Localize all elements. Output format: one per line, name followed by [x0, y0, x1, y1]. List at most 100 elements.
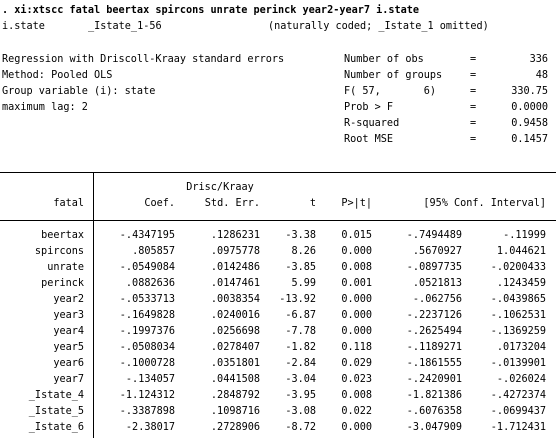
- header-drisc-kraay: Drisc/Kraay: [186, 182, 254, 193]
- stat-value: 48: [535, 70, 548, 81]
- table-header-rule: [0, 220, 556, 221]
- cell-t: -3.95: [285, 390, 316, 401]
- stat-value: 0.0000: [511, 102, 548, 113]
- cell-std-err: .0142486: [210, 262, 260, 273]
- istate-note: (naturally coded; _Istate_1 omitted): [268, 21, 489, 32]
- cell-t: 5.99: [291, 278, 316, 289]
- table-top-rule: [0, 172, 556, 173]
- cell-t: -7.78: [285, 326, 316, 337]
- cell-variable: year4: [53, 326, 84, 337]
- cell-variable: spircons: [34, 246, 84, 257]
- cell-ci-low: -.062756: [412, 294, 462, 305]
- stat-label: R-squared: [344, 118, 400, 129]
- cell-p: 0.000: [341, 326, 372, 337]
- cell-ci-low: -.7494489: [406, 230, 462, 241]
- cell-ci-high: -.1369259: [490, 326, 546, 337]
- stat-eq: =: [470, 54, 477, 65]
- cell-std-err: .1286231: [210, 230, 260, 241]
- cell-ci-low: -.2237126: [406, 310, 462, 321]
- cell-variable: year7: [53, 374, 84, 385]
- cell-ci-high: -.026024: [496, 374, 546, 385]
- cell-ci-low: -.6076358: [406, 406, 462, 417]
- cell-p: 0.000: [341, 294, 372, 305]
- cell-variable: year6: [53, 358, 84, 369]
- stat-value: 330.75: [511, 86, 548, 97]
- cell-ci-low: .5670927: [412, 246, 462, 257]
- cell-ci-high: -.1062531: [490, 310, 546, 321]
- cell-ci-low: -.2420901: [406, 374, 462, 385]
- cell-coef: -.1000728: [119, 358, 175, 369]
- cell-coef: .805857: [132, 246, 175, 257]
- cell-t: -3.38: [285, 230, 316, 241]
- cell-t: -3.04: [285, 374, 316, 385]
- cell-ci-high: -.0439865: [490, 294, 546, 305]
- cell-variable: _Istate_4: [28, 390, 84, 401]
- cell-t: 8.26: [291, 246, 316, 257]
- cell-variable: _Istate_6: [28, 422, 84, 433]
- stat-label: Root MSE: [344, 134, 394, 145]
- cell-std-err: .1098716: [210, 406, 260, 417]
- table-divider: [93, 172, 94, 438]
- method-line: Method: Pooled OLS: [2, 70, 113, 81]
- istate-range: _Istate_1-56: [88, 21, 162, 32]
- cell-coef: -.134057: [125, 374, 175, 385]
- regression-type: Regression with Driscoll-Kraay standard …: [2, 54, 285, 65]
- cell-std-err: .0441508: [210, 374, 260, 385]
- stat-label: F( 57, 6): [344, 86, 437, 97]
- cell-p: 0.000: [341, 246, 372, 257]
- cell-p: 0.015: [341, 230, 372, 241]
- header-depvar: fatal: [53, 198, 84, 209]
- cell-ci-high: -.0200433: [490, 262, 546, 273]
- cell-p: 0.008: [341, 390, 372, 401]
- cell-ci-low: -1.821386: [406, 390, 462, 401]
- cell-coef: -.1649828: [119, 310, 175, 321]
- cell-variable: _Istate_5: [28, 406, 84, 417]
- cell-ci-high: .0173204: [496, 342, 546, 353]
- cell-p: 0.001: [341, 278, 372, 289]
- stat-label: Number of obs: [344, 54, 424, 65]
- cell-std-err: .0256698: [210, 326, 260, 337]
- cell-ci-high: -.4272374: [490, 390, 546, 401]
- cell-std-err: .0975778: [210, 246, 260, 257]
- cell-p: 0.000: [341, 310, 372, 321]
- header-conf-interval: [95% Conf. Interval]: [423, 198, 546, 209]
- cell-t: -8.72: [285, 422, 316, 433]
- cell-ci-high: .1243459: [496, 278, 546, 289]
- cell-std-err: .0351801: [210, 358, 260, 369]
- cell-t: -6.87: [285, 310, 316, 321]
- cell-coef: -2.38017: [125, 422, 175, 433]
- cell-std-err: .0240016: [210, 310, 260, 321]
- stat-eq: =: [470, 134, 477, 145]
- cell-variable: year5: [53, 342, 84, 353]
- stat-label: Number of groups: [344, 70, 443, 81]
- cell-t: -2.84: [285, 358, 316, 369]
- cell-variable: year3: [53, 310, 84, 321]
- cell-coef: -.1997376: [119, 326, 175, 337]
- cell-std-err: .0038354: [210, 294, 260, 305]
- cell-p: 0.000: [341, 422, 372, 433]
- stat-label: Prob > F: [344, 102, 394, 113]
- cell-ci-low: -.2625494: [406, 326, 462, 337]
- cell-coef: -.0508034: [119, 342, 175, 353]
- cell-ci-low: -3.047909: [406, 422, 462, 433]
- cell-coef: -.0533713: [119, 294, 175, 305]
- cell-ci-high: -1.712431: [490, 422, 546, 433]
- cell-ci-high: -.0139901: [490, 358, 546, 369]
- cell-p: 0.008: [341, 262, 372, 273]
- header-coef: Coef.: [144, 198, 175, 209]
- stat-value: 0.1457: [511, 134, 548, 145]
- cell-p: 0.023: [341, 374, 372, 385]
- cell-ci-low: .0521813: [412, 278, 462, 289]
- header-std-err: Std. Err.: [204, 198, 260, 209]
- cell-variable: beertax: [41, 230, 84, 241]
- cell-ci-low: -.1189271: [406, 342, 462, 353]
- cell-t: -13.92: [279, 294, 316, 305]
- cell-coef: -1.124312: [119, 390, 175, 401]
- stat-value: 0.9458: [511, 118, 548, 129]
- istate-var: i.state: [2, 21, 45, 32]
- stat-value: 336: [529, 54, 548, 65]
- cell-std-err: .0278407: [210, 342, 260, 353]
- cell-coef: .0882636: [125, 278, 175, 289]
- stat-eq: =: [470, 118, 477, 129]
- command-line: . xi:xtscc fatal beertax spircons unrate…: [2, 5, 420, 16]
